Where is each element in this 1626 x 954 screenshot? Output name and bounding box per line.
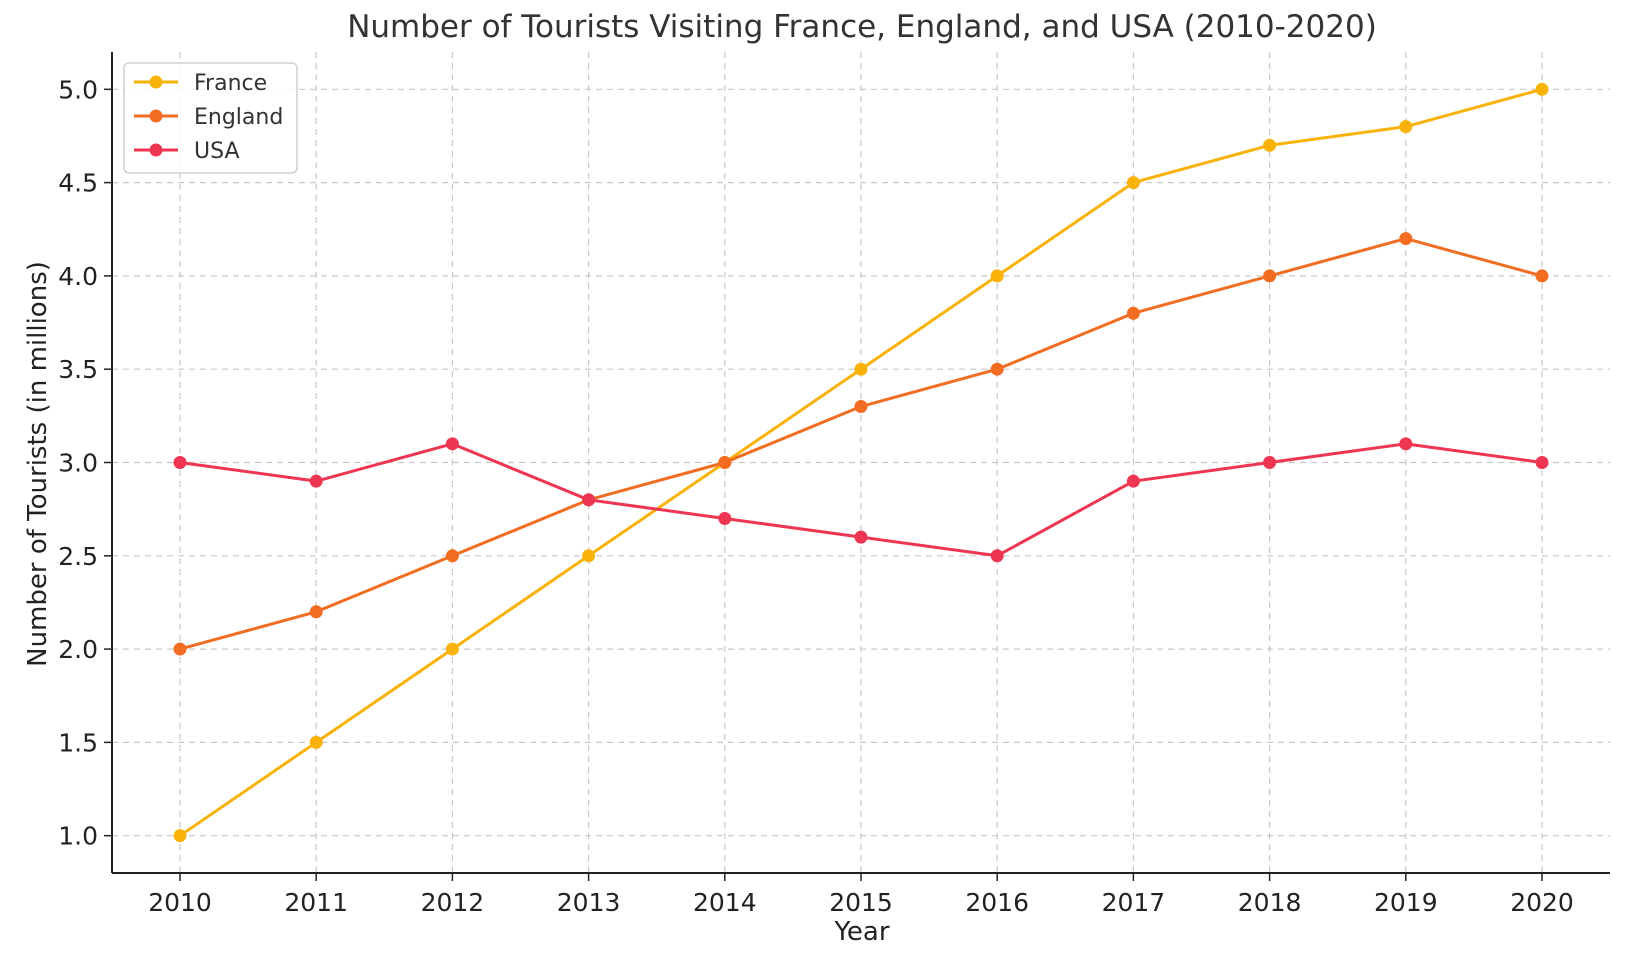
x-tick-label: 2020 (1510, 888, 1574, 917)
y-tick-label: 2.0 (58, 635, 98, 664)
y-tick-label: 4.5 (58, 169, 98, 198)
y-tick-label: 3.0 (58, 449, 98, 478)
legend: France England USA (123, 62, 298, 174)
data-point-usa (445, 437, 459, 451)
data-point-usa (582, 493, 596, 507)
data-point-england (1399, 232, 1413, 246)
data-point-usa (990, 549, 1004, 563)
y-tick-label: 1.0 (58, 822, 98, 851)
y-tick-label: 2.5 (58, 542, 98, 571)
y-tick-label: 5.0 (58, 75, 98, 104)
series-line-england (179, 237, 1543, 651)
data-point-usa (1126, 474, 1140, 488)
x-tick-label: 2015 (829, 888, 893, 917)
data-point-usa (718, 511, 732, 525)
legend-marker-england (149, 109, 163, 123)
x-tick-label: 2012 (421, 888, 485, 917)
chart-title: Number of Tourists Visiting France, Engl… (347, 9, 1377, 45)
data-point-usa (173, 456, 187, 469)
y-axis-label: Number of Tourists (in millions) (23, 261, 53, 667)
x-tick-label: 2016 (965, 888, 1029, 917)
x-tick-label: 2019 (1374, 888, 1438, 917)
x-tick-label: 2011 (284, 888, 348, 917)
legend-box (123, 62, 298, 174)
data-point-france (1126, 176, 1140, 190)
y-tick-label: 1.5 (58, 728, 98, 757)
data-point-france (173, 829, 187, 843)
x-tick-label: 2010 (148, 888, 212, 917)
axes-layer: 2010 2011 2012 2013 2014 2015 2016 2017 2018 2019… (58, 52, 1610, 917)
data-point-france (445, 642, 459, 656)
data-point-france (990, 269, 1004, 283)
data-point-france (1263, 138, 1277, 152)
x-tick-label: 2018 (1238, 888, 1302, 917)
legend-marker-france (149, 75, 163, 89)
x-axis-label: Year (833, 917, 889, 947)
data-point-france (582, 549, 596, 563)
data-point-england (990, 362, 1004, 376)
data-point-usa (1263, 456, 1277, 469)
x-tick-label: 2013 (557, 888, 621, 917)
y-tick-label: 3.5 (58, 355, 98, 384)
data-point-france (854, 362, 868, 376)
data-point-england (854, 400, 868, 414)
data-point-england (309, 605, 323, 619)
data-point-england (1263, 269, 1277, 283)
x-tick-label: 2017 (1102, 888, 1166, 917)
data-point-usa (1399, 437, 1413, 451)
legend-label-usa: USA (194, 139, 240, 164)
data-point-france (309, 735, 323, 749)
x-tick-label: 2014 (693, 888, 757, 917)
data-point-england (1126, 306, 1140, 320)
data-point-england (445, 549, 459, 563)
data-point-usa (854, 530, 868, 544)
legend-label-france: France (194, 71, 267, 96)
legend-marker-usa (149, 143, 163, 157)
data-point-france (1535, 82, 1549, 96)
data-point-france (1399, 120, 1413, 134)
series-layer (173, 82, 1549, 843)
data-point-england (1535, 269, 1549, 283)
data-point-usa (309, 474, 323, 488)
data-point-usa (1535, 456, 1549, 469)
data-point-england (718, 456, 732, 469)
legend-label-england: England (194, 105, 283, 130)
y-tick-label: 4.0 (58, 262, 98, 291)
data-point-england (173, 642, 187, 656)
grid-layer (112, 52, 1610, 873)
